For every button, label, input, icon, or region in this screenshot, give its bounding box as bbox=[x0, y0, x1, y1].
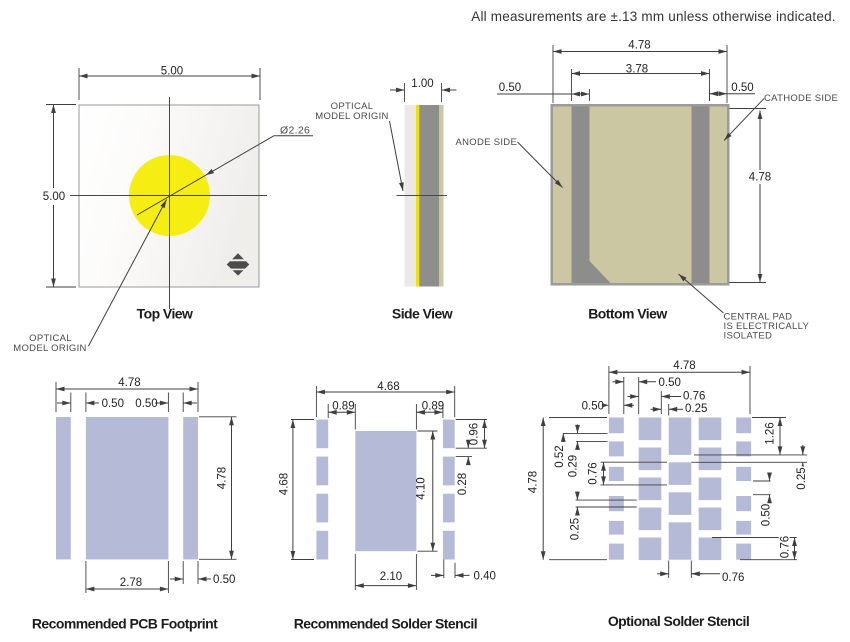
svg-text:MODEL ORIGIN: MODEL ORIGIN bbox=[315, 111, 388, 122]
svg-text:OPTICAL: OPTICAL bbox=[29, 333, 72, 344]
svg-text:OPTICAL: OPTICAL bbox=[331, 101, 374, 112]
svg-text:0.25: 0.25 bbox=[570, 518, 582, 540]
svg-text:Recommended PCB Footprint: Recommended PCB Footprint bbox=[32, 616, 218, 632]
svg-text:MODEL ORIGIN: MODEL ORIGIN bbox=[13, 343, 86, 354]
svg-text:0.50: 0.50 bbox=[135, 398, 157, 410]
svg-text:1.26: 1.26 bbox=[765, 422, 777, 444]
svg-text:0.50: 0.50 bbox=[102, 398, 124, 410]
svg-text:4.10: 4.10 bbox=[416, 477, 428, 499]
svg-text:0.50: 0.50 bbox=[731, 82, 753, 94]
svg-text:4.68: 4.68 bbox=[377, 381, 399, 393]
svg-text:All measurements are ±.13 mm u: All measurements are ±.13 mm unless othe… bbox=[471, 9, 836, 24]
svg-text:ISOLATED: ISOLATED bbox=[724, 331, 773, 342]
svg-text:Side View: Side View bbox=[392, 306, 453, 322]
svg-text:0.29: 0.29 bbox=[567, 455, 579, 477]
svg-text:0.50: 0.50 bbox=[659, 377, 681, 389]
svg-text:0.96: 0.96 bbox=[469, 423, 481, 445]
svg-text:5.00: 5.00 bbox=[43, 191, 65, 203]
svg-text:0.25: 0.25 bbox=[685, 403, 707, 415]
svg-text:IS ELECTRICALLY: IS ELECTRICALLY bbox=[724, 321, 810, 332]
svg-text:0.50: 0.50 bbox=[582, 400, 604, 412]
svg-text:2.10: 2.10 bbox=[380, 571, 402, 583]
svg-text:Bottom View: Bottom View bbox=[588, 306, 667, 322]
svg-text:Optional Solder Stencil: Optional Solder Stencil bbox=[608, 613, 749, 629]
svg-text:4.78: 4.78 bbox=[528, 471, 540, 493]
svg-text:4.78: 4.78 bbox=[749, 172, 771, 184]
svg-text:Recommended Solder Stencil: Recommended Solder Stencil bbox=[294, 616, 477, 632]
svg-text:Top View: Top View bbox=[137, 306, 193, 322]
svg-text:0.89: 0.89 bbox=[422, 401, 444, 413]
svg-text:0.50: 0.50 bbox=[760, 504, 772, 526]
svg-text:Ø2.26: Ø2.26 bbox=[280, 125, 310, 137]
svg-text:CATHODE SIDE: CATHODE SIDE bbox=[764, 93, 838, 104]
svg-text:ANODE SIDE: ANODE SIDE bbox=[456, 137, 518, 148]
svg-text:0.76: 0.76 bbox=[722, 572, 744, 584]
svg-text:0.40: 0.40 bbox=[474, 571, 496, 583]
svg-text:0.89: 0.89 bbox=[332, 401, 354, 413]
svg-text:4.78: 4.78 bbox=[217, 467, 229, 489]
svg-text:4.78: 4.78 bbox=[673, 360, 695, 372]
svg-text:5.00: 5.00 bbox=[161, 66, 183, 78]
svg-text:0.50: 0.50 bbox=[499, 82, 521, 94]
svg-text:0.76: 0.76 bbox=[683, 391, 705, 403]
svg-text:1.00: 1.00 bbox=[411, 78, 433, 90]
svg-text:CENTRAL PAD: CENTRAL PAD bbox=[724, 312, 793, 323]
svg-text:4.78: 4.78 bbox=[628, 40, 650, 52]
svg-text:4.78: 4.78 bbox=[118, 377, 140, 389]
svg-text:4.68: 4.68 bbox=[279, 473, 291, 495]
svg-text:0.76: 0.76 bbox=[588, 462, 600, 484]
svg-text:0.50: 0.50 bbox=[213, 574, 235, 586]
svg-text:0.76: 0.76 bbox=[780, 536, 792, 558]
svg-text:0.25: 0.25 bbox=[796, 467, 808, 489]
svg-text:0.52: 0.52 bbox=[554, 445, 566, 467]
svg-text:0.28: 0.28 bbox=[457, 473, 469, 495]
svg-text:3.78: 3.78 bbox=[626, 64, 648, 76]
svg-text:2.78: 2.78 bbox=[120, 577, 142, 589]
